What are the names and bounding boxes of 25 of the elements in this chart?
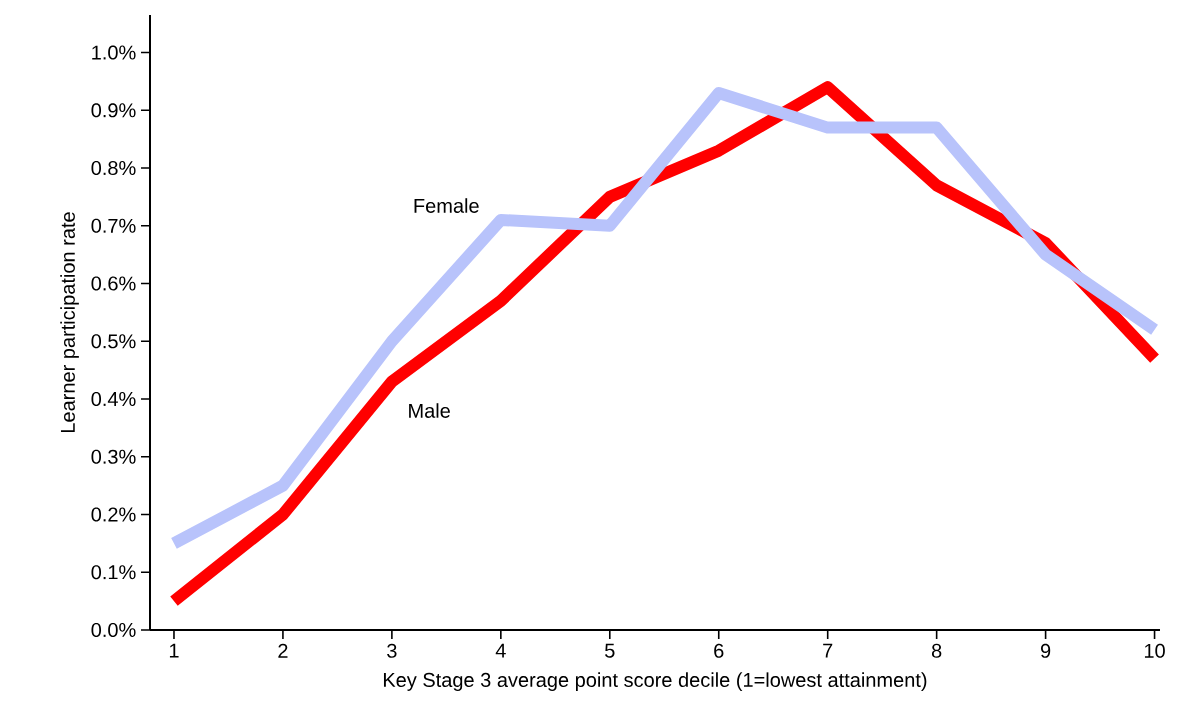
x-tick-label: 8 (931, 643, 942, 658)
x-tick-label: 10 (1144, 643, 1165, 658)
x-tick-label: 3 (387, 643, 397, 658)
x-axis-title: Key Stage 3 average point score decile (1=lowest attainment) (383, 672, 927, 691)
y-tick-label: 0.1% (91, 565, 136, 580)
y-tick-label: 0.5% (91, 334, 136, 349)
x-tick-label: 4 (495, 643, 506, 658)
x-tick-label: 5 (605, 643, 615, 658)
y-tick-label: 0.7% (91, 218, 136, 233)
y-tick-label: 0.2% (91, 507, 136, 522)
y-tick-label: 0.6% (91, 276, 136, 291)
y-tick-label: 0.0% (91, 622, 136, 638)
y-tick-label: 0.4% (91, 391, 136, 407)
x-tick-label: 9 (1040, 643, 1051, 658)
x-tick-label: 6 (714, 643, 724, 658)
series-label: Female (414, 198, 479, 213)
y-axis-title: Learner participation rate (60, 212, 79, 433)
series-label: Male (409, 403, 450, 418)
x-tick-label: 2 (278, 643, 288, 658)
x-tick-label: 7 (823, 643, 833, 658)
y-tick-label: 0.9% (91, 103, 136, 118)
y-tick-label: 0.3% (91, 449, 136, 464)
y-tick-label: 1.0% (92, 45, 136, 60)
x-tick-label: 1 (169, 643, 179, 658)
y-tick-label: 0.8% (91, 160, 136, 176)
